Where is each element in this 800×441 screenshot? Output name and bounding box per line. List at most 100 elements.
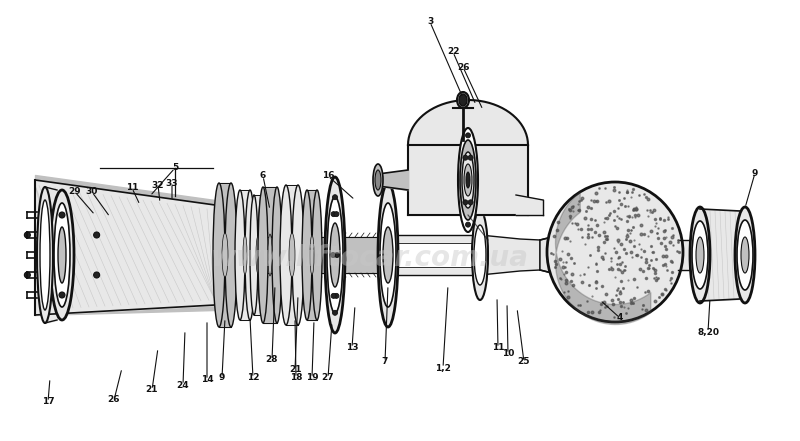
Polygon shape <box>35 35 215 198</box>
Ellipse shape <box>331 293 336 299</box>
Ellipse shape <box>334 253 339 258</box>
Ellipse shape <box>58 227 66 283</box>
Text: 11: 11 <box>126 183 138 193</box>
Ellipse shape <box>327 197 343 313</box>
Ellipse shape <box>463 155 468 160</box>
Ellipse shape <box>466 172 470 188</box>
Text: 16: 16 <box>322 172 334 180</box>
Text: 21: 21 <box>289 366 302 374</box>
Ellipse shape <box>466 133 470 138</box>
Polygon shape <box>408 100 528 145</box>
Ellipse shape <box>325 177 345 333</box>
Ellipse shape <box>474 225 486 285</box>
Ellipse shape <box>59 212 65 218</box>
Ellipse shape <box>457 92 469 108</box>
Ellipse shape <box>256 236 260 274</box>
Ellipse shape <box>458 128 478 232</box>
Ellipse shape <box>258 187 268 323</box>
Ellipse shape <box>280 185 292 325</box>
Ellipse shape <box>464 164 472 196</box>
Text: 6: 6 <box>260 172 266 180</box>
Ellipse shape <box>690 207 710 303</box>
Text: 8,20: 8,20 <box>697 328 719 336</box>
Text: 33: 33 <box>166 179 178 187</box>
Text: 30: 30 <box>86 187 98 197</box>
Ellipse shape <box>334 293 339 299</box>
Text: 12: 12 <box>246 374 259 382</box>
Text: 7: 7 <box>382 358 388 366</box>
Ellipse shape <box>272 187 282 323</box>
Ellipse shape <box>94 272 100 278</box>
Ellipse shape <box>696 237 704 273</box>
Ellipse shape <box>292 185 304 325</box>
Text: 26: 26 <box>108 396 120 404</box>
Ellipse shape <box>54 203 70 307</box>
Ellipse shape <box>40 200 50 310</box>
Ellipse shape <box>213 183 225 327</box>
Ellipse shape <box>250 195 258 315</box>
Ellipse shape <box>59 292 65 298</box>
Ellipse shape <box>466 222 470 227</box>
Ellipse shape <box>380 203 396 307</box>
Ellipse shape <box>243 235 247 275</box>
Text: 18: 18 <box>290 374 302 382</box>
Ellipse shape <box>50 190 74 320</box>
Ellipse shape <box>330 223 340 287</box>
Text: www.liftocar.com.ua: www.liftocar.com.ua <box>211 244 529 272</box>
Text: 29: 29 <box>69 187 82 197</box>
Ellipse shape <box>459 94 467 106</box>
Ellipse shape <box>468 155 473 160</box>
Text: 22: 22 <box>446 48 459 56</box>
Text: 4: 4 <box>617 314 623 322</box>
Text: 3: 3 <box>427 18 433 26</box>
Ellipse shape <box>268 234 272 276</box>
Text: 21: 21 <box>146 385 158 395</box>
Text: 14: 14 <box>201 375 214 385</box>
Ellipse shape <box>472 210 488 300</box>
Ellipse shape <box>222 233 228 277</box>
Ellipse shape <box>331 212 336 217</box>
Ellipse shape <box>741 237 749 273</box>
Ellipse shape <box>24 272 30 278</box>
Ellipse shape <box>37 187 53 323</box>
Text: 26: 26 <box>457 63 470 71</box>
Ellipse shape <box>547 182 683 322</box>
Ellipse shape <box>289 233 295 277</box>
Ellipse shape <box>378 183 398 327</box>
Text: 25: 25 <box>518 358 530 366</box>
Text: 19: 19 <box>306 374 318 382</box>
Text: 9: 9 <box>219 374 225 382</box>
Ellipse shape <box>375 170 381 190</box>
Ellipse shape <box>302 190 312 320</box>
Ellipse shape <box>692 221 708 289</box>
Ellipse shape <box>225 183 237 327</box>
Ellipse shape <box>462 152 474 208</box>
Ellipse shape <box>737 220 753 290</box>
Polygon shape <box>540 210 600 300</box>
Ellipse shape <box>373 164 383 196</box>
Ellipse shape <box>330 253 335 258</box>
Ellipse shape <box>460 140 476 220</box>
Ellipse shape <box>735 207 755 303</box>
Text: 5: 5 <box>172 164 178 172</box>
Text: 10: 10 <box>502 350 514 359</box>
Text: 28: 28 <box>266 355 278 365</box>
Ellipse shape <box>383 227 393 283</box>
Ellipse shape <box>94 232 100 238</box>
Ellipse shape <box>312 190 322 320</box>
Text: 27: 27 <box>322 374 334 382</box>
Ellipse shape <box>245 190 255 320</box>
Ellipse shape <box>333 194 338 200</box>
Text: 9: 9 <box>752 168 758 177</box>
Ellipse shape <box>333 310 338 315</box>
Polygon shape <box>480 235 540 275</box>
Text: 32: 32 <box>152 180 164 190</box>
Ellipse shape <box>310 235 314 275</box>
Text: 13: 13 <box>346 344 358 352</box>
Text: 1,2: 1,2 <box>435 363 451 373</box>
Text: 24: 24 <box>177 381 190 389</box>
Ellipse shape <box>468 200 473 205</box>
Text: 11: 11 <box>492 344 504 352</box>
Ellipse shape <box>334 212 339 217</box>
Ellipse shape <box>463 200 468 205</box>
